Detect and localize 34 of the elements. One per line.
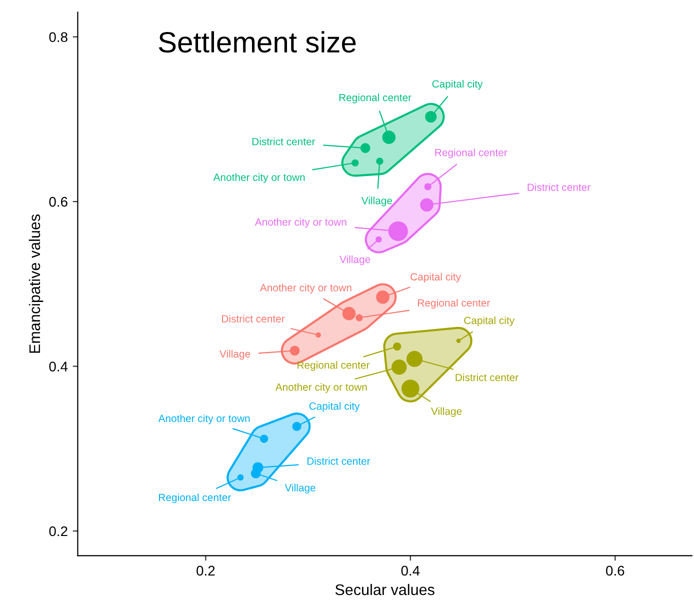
x-axis-title: Secular values <box>335 584 434 596</box>
data-label: Another city or town <box>260 284 352 294</box>
data-label: Regional center <box>159 493 231 504</box>
data-label: Village <box>340 255 370 266</box>
data-label: Regional center <box>298 361 370 371</box>
x-tick-label: 0.6 <box>606 566 624 576</box>
data-label: Another city or town <box>275 383 367 393</box>
data-label: Regional center <box>339 94 412 104</box>
y-tick-label: 0.6 <box>49 196 68 207</box>
data-label: Capital city <box>410 272 462 283</box>
data-label: District center <box>528 183 590 192</box>
y-tick-label: 0.4 <box>49 362 68 372</box>
data-label: Regional center <box>418 298 490 309</box>
data-label: Capital city <box>464 316 515 326</box>
y-tick-label: 0.8 <box>49 32 68 42</box>
data-label: District center <box>222 314 285 323</box>
x-tick-label: 0.4 <box>401 566 420 576</box>
data-label: District center <box>252 138 316 146</box>
data-label: Another city or town <box>158 414 250 424</box>
y-axis-title: Emancipative values <box>28 214 44 353</box>
data-label: Capital city <box>432 80 483 90</box>
data-label: Village <box>284 484 316 494</box>
data-label: Village <box>361 196 392 206</box>
data-label: Village <box>431 407 462 417</box>
data-label: District center <box>456 373 518 382</box>
data-label: Village <box>220 350 250 360</box>
y-tick-label: 0.2 <box>49 526 68 536</box>
data-label: Capital city <box>309 402 360 412</box>
data-label: District center <box>307 457 370 465</box>
x-tick-label: 0.2 <box>196 566 215 576</box>
text: Settlement size <box>158 31 356 53</box>
data-label: Another city or town <box>213 173 305 184</box>
data-label: Another city or town <box>254 218 346 228</box>
data-label: Regional center <box>435 148 508 158</box>
